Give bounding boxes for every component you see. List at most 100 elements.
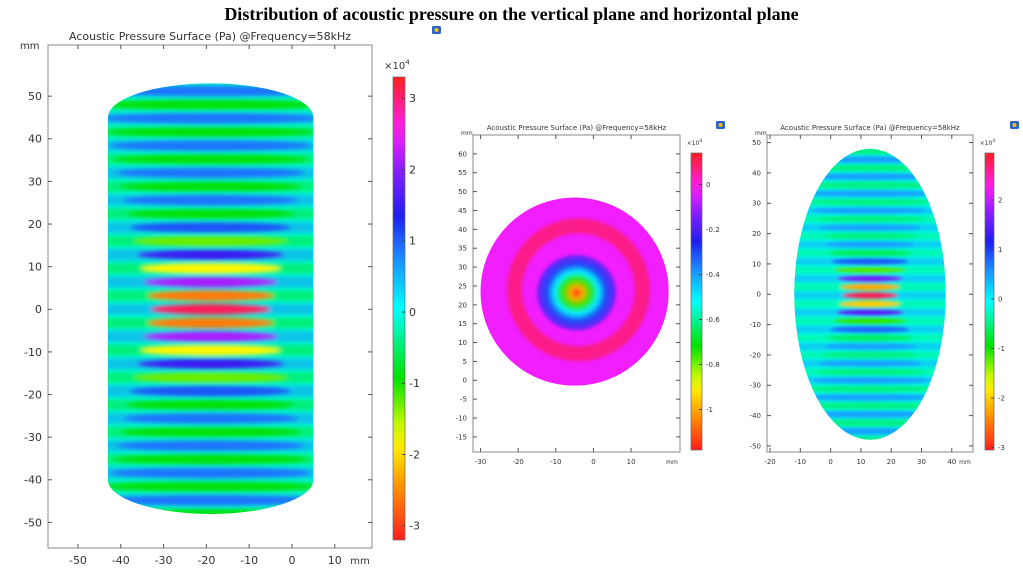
colorbar-tick-label: 1 <box>998 246 1002 254</box>
pressure-lobe <box>137 249 285 261</box>
pressure-lobe <box>107 112 314 124</box>
colorbar-exponent: 4 <box>405 58 410 67</box>
colorbar-tick-label: 2 <box>409 163 416 176</box>
image-icon-dot <box>434 28 439 32</box>
pressure-lobe <box>143 276 278 288</box>
colorbar-tick-label: 0 <box>998 295 1002 303</box>
y-tick-label: 0 <box>463 377 467 385</box>
x-tick-label: -30 <box>475 458 486 466</box>
colorbar <box>392 76 406 541</box>
pressure-lobe <box>834 266 906 274</box>
y-tick-label: 40 <box>458 226 467 234</box>
y-tick-label: 20 <box>28 218 42 231</box>
pressure-lobe <box>140 262 281 274</box>
pressure-lobe <box>795 156 945 163</box>
x-tick-label: -10 <box>240 554 258 567</box>
y-tick-label: 50 <box>28 90 42 103</box>
pressure-lobe <box>130 221 292 233</box>
pressure-lobe <box>830 326 910 333</box>
field-features <box>506 218 650 362</box>
plot-frame <box>472 134 681 453</box>
pressure-lobe <box>842 292 898 299</box>
colorbar-tick-label: -0.6 <box>706 316 720 324</box>
y-tick-label: 55 <box>458 169 467 177</box>
plot-title: Acoustic Pressure Surface (Pa) @Frequenc… <box>780 124 960 132</box>
y-tick-label: 30 <box>28 175 42 188</box>
y-tick-label: 30 <box>458 264 467 272</box>
x-tick-label: 10 <box>627 458 636 466</box>
pressure-lobe <box>840 283 900 291</box>
pressure-lobe <box>803 402 937 410</box>
colorbar <box>984 152 995 451</box>
colorbar-tick-label: -2 <box>409 448 420 461</box>
pressure-lobe <box>130 385 292 397</box>
pressure-lobe <box>806 394 934 401</box>
plot-title: Acoustic Pressure Surface (Pa) @Frequenc… <box>69 30 351 43</box>
chart-panel-3: Acoustic Pressure Surface (Pa) @Frequenc… <box>750 121 1019 466</box>
pressure-lobe <box>836 309 904 316</box>
plot-frame <box>47 44 373 549</box>
pressure-lobe <box>107 494 314 506</box>
axis-unit-label: mm <box>461 130 473 137</box>
pressure-lobe <box>147 317 274 329</box>
pressure-lobe <box>137 358 285 370</box>
y-tick-label: 10 <box>752 260 761 268</box>
x-tick-label: 0 <box>591 458 595 466</box>
pressure-lobe <box>140 344 281 356</box>
y-tick-label: 10 <box>28 261 42 274</box>
y-tick-label: 10 <box>458 339 467 347</box>
y-tick-label: 50 <box>458 188 467 196</box>
pressure-field <box>794 148 946 440</box>
x-tick-label: 10 <box>856 458 865 466</box>
y-tick-label: 50 <box>752 139 761 147</box>
y-tick-label: -40 <box>750 412 761 420</box>
pressure-lobe <box>113 453 309 465</box>
x-tick-label: -20 <box>512 458 523 466</box>
pressure-lobe <box>794 436 946 440</box>
figure-title: Distribution of acoustic pressure on the… <box>224 4 799 24</box>
pressure-lobe <box>801 173 939 180</box>
colorbar-tick-label: -1 <box>409 377 420 390</box>
colorbar <box>690 152 703 451</box>
pressure-lobe <box>815 368 925 376</box>
colorbar-tick-label: -0.2 <box>706 226 720 234</box>
colorbar-tick-label: -0.4 <box>706 271 720 279</box>
x-tick-label: -20 <box>764 458 775 466</box>
pressure-field <box>107 83 314 514</box>
x-tick-label: 20 <box>887 458 896 466</box>
chart-panel-2: Acoustic Pressure Surface (Pa) @Frequenc… <box>456 121 725 466</box>
colorbar-tick-label: 1 <box>409 235 416 248</box>
pressure-lobe <box>825 241 915 248</box>
pressure-lobe <box>133 372 288 383</box>
pressure-lobe <box>824 343 916 350</box>
x-tick-label: -40 <box>112 554 130 567</box>
x-axis-unit: mm <box>959 459 971 466</box>
y-tick-label: 0 <box>35 303 42 316</box>
colorbar-tick-label: 3 <box>409 92 416 105</box>
pressure-lobe <box>831 258 909 265</box>
colorbar-tick-label: -0.8 <box>706 361 720 369</box>
x-tick-label: 30 <box>917 458 926 466</box>
pressure-lobe <box>821 351 919 359</box>
chart-panel-1: Acoustic Pressure Surface (Pa) @Frequenc… <box>20 26 441 567</box>
y-tick-label: 0 <box>757 291 761 299</box>
colorbar-tick-label: 0 <box>706 181 710 189</box>
colorbar-tick-label: -2 <box>998 394 1005 402</box>
colorbar-tick-label: 0 <box>409 306 416 319</box>
pressure-lobe <box>833 317 907 325</box>
pressure-lobe <box>807 190 933 197</box>
x-axis-unit: mm <box>666 459 678 466</box>
colorbar-tick-label: -3 <box>998 444 1005 452</box>
y-tick-label: -50 <box>24 516 42 529</box>
pressure-core <box>536 255 617 331</box>
colorbar-multiplier: ×104 <box>980 138 996 147</box>
pressure-lobe <box>113 153 309 165</box>
image-icon-dot <box>718 123 723 127</box>
pressure-lobe <box>150 303 271 315</box>
pressure-lobe <box>804 181 936 189</box>
pressure-lobe <box>116 440 305 452</box>
pressure-lobe <box>116 167 305 179</box>
pressure-lobe <box>839 300 901 308</box>
y-tick-label: 30 <box>752 200 761 208</box>
colorbar-multiplier: ×104 <box>687 138 703 147</box>
